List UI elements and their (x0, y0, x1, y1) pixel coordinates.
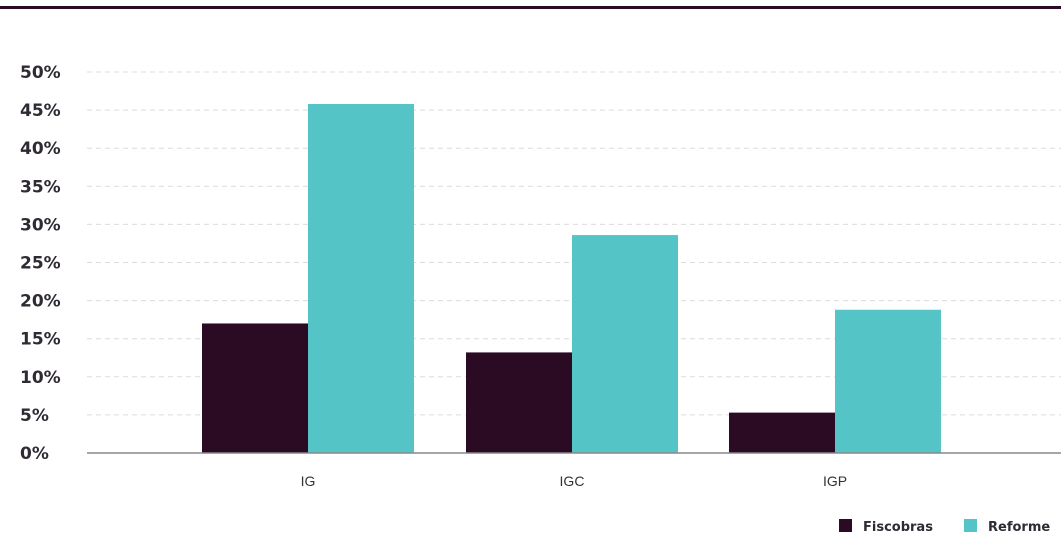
legend-label-fiscobras: Fiscobras (863, 520, 933, 535)
x-axis-tick-labels: IG IGC IGP (301, 473, 847, 489)
y-tick-label: 25% (20, 254, 61, 274)
y-tick-label: 45% (20, 101, 61, 121)
legend-label-reforme: Reforme (988, 520, 1050, 535)
y-tick-label: 40% (20, 139, 61, 159)
y-axis-tick-labels: 0% 5% 10% 15% 20% 25% 30% 35% 40% 45% 50% (20, 63, 61, 464)
legend-swatch-fiscobras (839, 519, 852, 532)
bar-reforme-ig (308, 104, 414, 453)
x-tick-label: IGC (560, 473, 585, 489)
y-tick-label: 0% (20, 444, 49, 464)
x-tick-label: IG (301, 473, 316, 489)
bar-reforme-igc (572, 235, 678, 453)
top-rule (0, 6, 1061, 9)
y-tick-label: 20% (20, 292, 61, 312)
y-tick-label: 30% (20, 215, 61, 235)
y-tick-label: 5% (20, 406, 49, 426)
y-tick-label: 10% (20, 368, 61, 388)
x-tick-label: IGP (823, 473, 847, 489)
y-tick-label: 50% (20, 63, 61, 83)
bar-fiscobras-igc (466, 352, 572, 453)
legend: Fiscobras Reforme (839, 519, 1050, 535)
legend-swatch-reforme (964, 519, 977, 532)
bar-reforme-igp (835, 309, 941, 453)
bar-fiscobras-igp (729, 412, 835, 453)
y-tick-label: 15% (20, 330, 61, 350)
y-tick-label: 35% (20, 177, 61, 197)
bars (202, 104, 941, 453)
bar-fiscobras-ig (202, 323, 308, 453)
